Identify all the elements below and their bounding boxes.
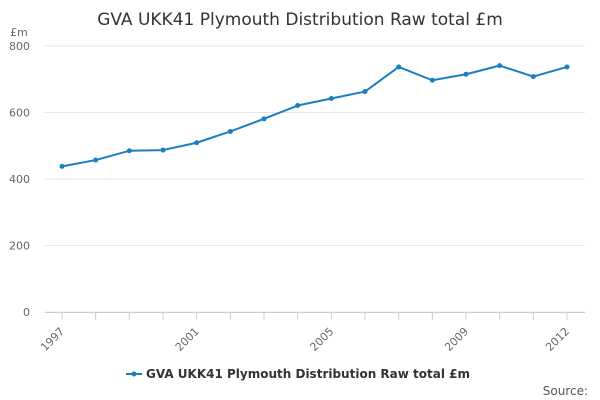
y-tick-label: 400 [9,173,30,186]
x-tick-label: 2005 [307,325,336,354]
data-point[interactable] [59,163,65,169]
data-point[interactable] [261,116,267,122]
legend-label: GVA UKK41 Plymouth Distribution Raw tota… [146,367,470,381]
x-tick-label: 2009 [442,325,471,354]
data-point[interactable] [194,140,200,146]
y-axis-ticks: 0 200 400 600 800 [9,40,30,319]
chart-title: GVA UKK41 Plymouth Distribution Raw tota… [97,10,503,30]
y-axis-unit: £m [10,26,28,39]
data-point[interactable] [328,96,334,102]
x-tick-label: 2012 [543,325,572,354]
gridlines [45,45,585,313]
plot-area [59,63,570,169]
y-tick-label: 600 [9,107,30,120]
data-point[interactable] [429,77,435,83]
data-point[interactable] [160,147,166,153]
series-line [61,64,568,168]
data-point[interactable] [362,89,368,95]
x-axis: 1997 2001 2005 2009 2012 [38,312,585,354]
y-tick-label: 200 [9,240,30,253]
data-point[interactable] [227,128,233,134]
x-tick-label: 1997 [38,325,67,354]
source-label: Source: [543,384,588,398]
x-tick-label: 2001 [173,325,202,354]
data-point[interactable] [463,71,469,77]
data-point[interactable] [126,148,132,154]
legend[interactable]: GVA UKK41 Plymouth Distribution Raw tota… [126,367,470,381]
legend-marker-dot [131,371,137,377]
data-point[interactable] [295,103,301,109]
y-tick-label: 0 [23,306,30,319]
y-tick-label: 800 [9,40,30,53]
data-point[interactable] [530,74,536,80]
data-point[interactable] [564,64,570,70]
data-point[interactable] [93,157,99,163]
data-point[interactable] [396,64,402,70]
data-point[interactable] [497,63,503,69]
